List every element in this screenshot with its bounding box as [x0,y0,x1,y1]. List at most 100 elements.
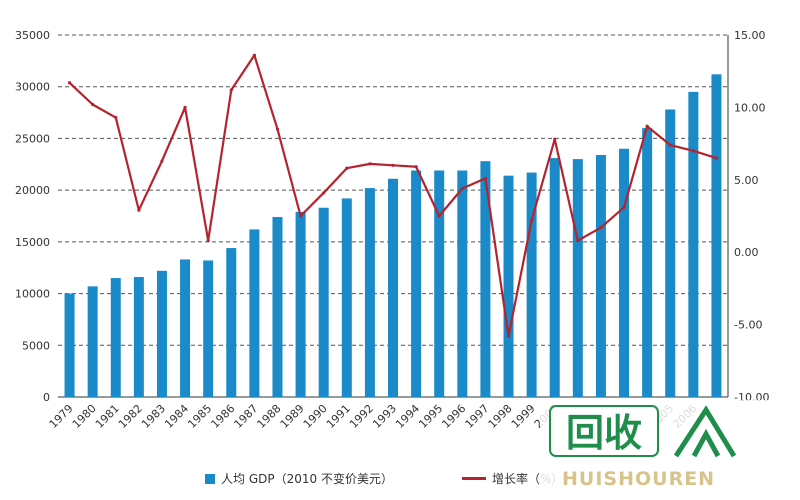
growth-point [183,105,187,109]
growth-point [114,115,118,120]
watermark-text: HUISHOUREN [562,468,716,490]
bar [572,159,583,397]
bar [156,270,167,397]
x-tick-label: 1985 [185,402,214,431]
growth-point [714,156,719,160]
bar [688,91,699,397]
growth-point [622,205,626,209]
bar [180,259,191,397]
x-tick-label: 1983 [139,402,168,431]
bar [203,260,214,397]
y-left-tick-label: 20000 [15,184,50,197]
chart: 05000100001500020000250003000035000-10.0… [15,29,769,431]
growth-point [137,208,141,212]
watermark-logo: 回收 [549,405,737,458]
bar [226,248,237,397]
x-tick-label: 1999 [509,402,538,431]
bar [133,277,144,397]
y-right-tick-label: 15.00 [734,29,766,42]
growth-point [391,163,395,167]
x-tick-label: 1995 [416,402,445,431]
bar [318,207,329,397]
legend-item-gdp: 人均 GDP（2010 不变价美元） [205,470,393,487]
growth-point [437,214,441,218]
growth-point [368,162,372,166]
x-tick-label: 1990 [301,402,330,431]
x-tick-label: 1992 [347,402,376,431]
growth-point [530,218,534,222]
bar [272,217,283,397]
x-tick-label: 1991 [324,402,353,431]
bar [642,128,653,398]
growth-point [506,334,511,338]
watermark: 回收 HUISHOUREN [540,400,790,495]
bar [341,198,352,397]
y-left-tick-label: 15000 [15,236,50,249]
x-tick-label: 1993 [370,402,399,431]
bar [480,161,491,397]
bar [665,109,676,398]
bar [388,178,398,397]
y-left-tick-label: 5000 [22,339,50,352]
bar [295,211,306,397]
y-right-tick-label: -5.00 [734,319,762,332]
x-tick-label: 1982 [116,402,145,431]
growth-point [298,214,303,218]
watermark-logo-text: 回收 [566,411,642,455]
y-right-tick-label: 0.00 [734,246,759,259]
growth-point [67,81,72,85]
bar [64,293,75,397]
bar [364,188,375,397]
growth-point [460,186,464,191]
bar [249,229,260,397]
bar [87,286,98,397]
growth-point [691,149,695,153]
growth-point [645,124,649,128]
growth-point [160,159,164,163]
growth-point [322,191,326,195]
x-tick-label: 1987 [232,402,261,431]
growth-point [252,53,256,57]
x-tick-label: 1997 [463,402,492,431]
bar [595,154,606,397]
y-left-tick-label: 25000 [15,132,50,145]
x-tick-label: 1988 [255,402,284,431]
x-tick-label: 1986 [208,402,237,431]
y-left-tick-label: 35000 [15,29,50,42]
x-tick-label: 1980 [70,402,99,431]
x-tick-label: 1979 [47,402,76,431]
growth-point [229,88,233,92]
bar [619,148,630,397]
bar [457,170,468,397]
growth-point [553,137,557,141]
bar [549,158,560,397]
y-right-tick-label: 10.00 [734,101,766,114]
bar [711,74,722,397]
x-tick-label: 1996 [439,402,468,431]
y-left-tick-label: 30000 [15,81,50,94]
growth-point [275,127,280,131]
x-tick-label: 1984 [162,402,191,431]
legend-label-gdp: 人均 GDP（2010 不变价美元） [221,472,393,486]
bar [411,170,422,397]
growth-point [599,225,603,230]
bar [526,172,537,397]
x-tick-label: 1981 [93,402,122,431]
legend-swatch-growth [462,477,486,480]
bar [110,278,121,397]
x-tick-label: 1998 [486,402,515,431]
growth-point [91,102,95,107]
growth-point [576,239,580,243]
y-left-tick-label: 0 [43,391,50,404]
x-tick-label: 1989 [278,402,307,431]
bar [503,175,514,397]
y-right-tick-label: 5.00 [734,174,759,187]
legend-swatch-gdp [205,473,215,484]
x-tick-label: 1994 [393,402,422,431]
growth-point [206,239,210,243]
bar [434,170,445,397]
growth-point [414,165,418,169]
growth-point [345,166,349,170]
growth-point [483,176,488,180]
growth-point [668,143,672,147]
